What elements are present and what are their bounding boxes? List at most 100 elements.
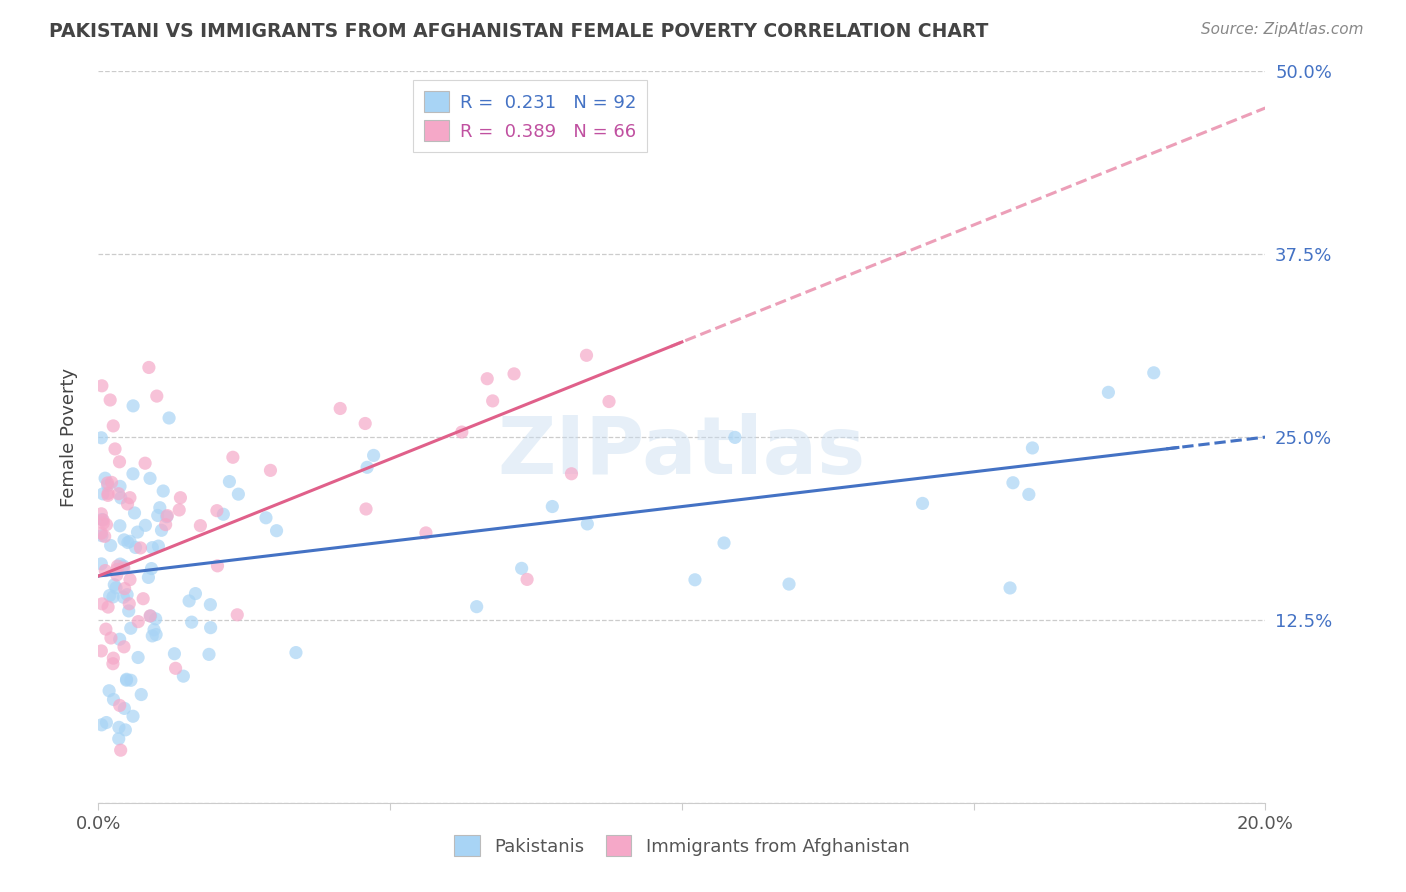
Point bbox=[180, 615, 202, 629]
Point bbox=[90, 718, 112, 732]
Point bbox=[120, 621, 142, 635]
Point bbox=[104, 442, 127, 456]
Point bbox=[107, 731, 129, 746]
Point bbox=[91, 487, 114, 501]
Point bbox=[1143, 366, 1166, 380]
Point bbox=[100, 538, 122, 552]
Point bbox=[198, 648, 221, 662]
Point bbox=[129, 688, 152, 702]
Point bbox=[503, 367, 526, 381]
Point bbox=[90, 644, 112, 658]
Point bbox=[510, 561, 533, 575]
Point bbox=[103, 651, 125, 665]
Point bbox=[107, 486, 129, 500]
Point bbox=[576, 516, 599, 531]
Point bbox=[465, 599, 488, 614]
Point bbox=[110, 491, 132, 505]
Point bbox=[356, 460, 378, 475]
Point bbox=[150, 523, 173, 537]
Point bbox=[575, 348, 598, 362]
Point bbox=[90, 431, 112, 445]
Point bbox=[163, 647, 186, 661]
Point bbox=[683, 573, 706, 587]
Point bbox=[155, 517, 177, 532]
Point bbox=[90, 379, 112, 393]
Point bbox=[132, 591, 155, 606]
Point bbox=[94, 471, 117, 485]
Point bbox=[114, 723, 136, 737]
Point bbox=[477, 372, 499, 386]
Point bbox=[112, 701, 135, 715]
Legend: Pakistanis, Immigrants from Afghanistan: Pakistanis, Immigrants from Afghanistan bbox=[443, 824, 921, 867]
Point bbox=[541, 500, 564, 514]
Point bbox=[127, 525, 149, 540]
Point bbox=[93, 529, 115, 543]
Point bbox=[114, 582, 136, 596]
Point bbox=[145, 612, 167, 626]
Point bbox=[91, 597, 114, 611]
Point bbox=[169, 491, 191, 505]
Point bbox=[91, 516, 114, 531]
Point bbox=[112, 561, 135, 575]
Point bbox=[118, 534, 141, 549]
Point bbox=[91, 513, 114, 527]
Point bbox=[127, 615, 149, 629]
Point bbox=[100, 631, 122, 645]
Point bbox=[713, 536, 735, 550]
Point bbox=[117, 535, 139, 549]
Point bbox=[97, 486, 120, 500]
Point bbox=[266, 524, 288, 538]
Point bbox=[103, 578, 125, 592]
Y-axis label: Female Poverty: Female Poverty bbox=[59, 368, 77, 507]
Point bbox=[105, 581, 128, 595]
Point bbox=[145, 627, 167, 641]
Point bbox=[98, 683, 121, 698]
Point bbox=[134, 456, 156, 470]
Point bbox=[110, 743, 132, 757]
Point bbox=[139, 471, 162, 485]
Point bbox=[91, 512, 114, 526]
Point bbox=[218, 475, 240, 489]
Point bbox=[516, 573, 538, 587]
Point bbox=[149, 500, 172, 515]
Point bbox=[354, 502, 377, 516]
Point bbox=[156, 508, 179, 523]
Point bbox=[1021, 441, 1043, 455]
Text: Source: ZipAtlas.com: Source: ZipAtlas.com bbox=[1201, 22, 1364, 37]
Point bbox=[415, 525, 437, 540]
Point bbox=[179, 594, 201, 608]
Point bbox=[157, 411, 180, 425]
Point bbox=[108, 479, 131, 493]
Point bbox=[112, 533, 135, 547]
Text: PAKISTANI VS IMMIGRANTS FROM AFGHANISTAN FEMALE POVERTY CORRELATION CHART: PAKISTANI VS IMMIGRANTS FROM AFGHANISTAN… bbox=[49, 22, 988, 41]
Point bbox=[90, 529, 112, 543]
Point bbox=[118, 604, 141, 618]
Point bbox=[115, 673, 138, 688]
Point bbox=[101, 657, 124, 671]
Point bbox=[222, 450, 245, 465]
Point bbox=[120, 673, 142, 688]
Point bbox=[112, 640, 135, 654]
Point bbox=[165, 661, 187, 675]
Point bbox=[141, 541, 163, 555]
Point bbox=[138, 570, 160, 584]
Point bbox=[450, 425, 472, 439]
Point bbox=[1018, 487, 1040, 501]
Point bbox=[96, 517, 118, 532]
Point bbox=[141, 629, 163, 643]
Point bbox=[184, 586, 207, 600]
Point bbox=[98, 392, 121, 407]
Point bbox=[724, 430, 747, 444]
Point bbox=[115, 673, 138, 687]
Point bbox=[911, 496, 934, 510]
Point bbox=[98, 589, 121, 603]
Point bbox=[108, 518, 131, 533]
Point bbox=[115, 588, 138, 602]
Point bbox=[122, 399, 145, 413]
Point bbox=[124, 541, 146, 555]
Point bbox=[97, 488, 120, 502]
Point bbox=[108, 720, 131, 734]
Point bbox=[190, 518, 212, 533]
Point bbox=[167, 503, 190, 517]
Point bbox=[778, 577, 800, 591]
